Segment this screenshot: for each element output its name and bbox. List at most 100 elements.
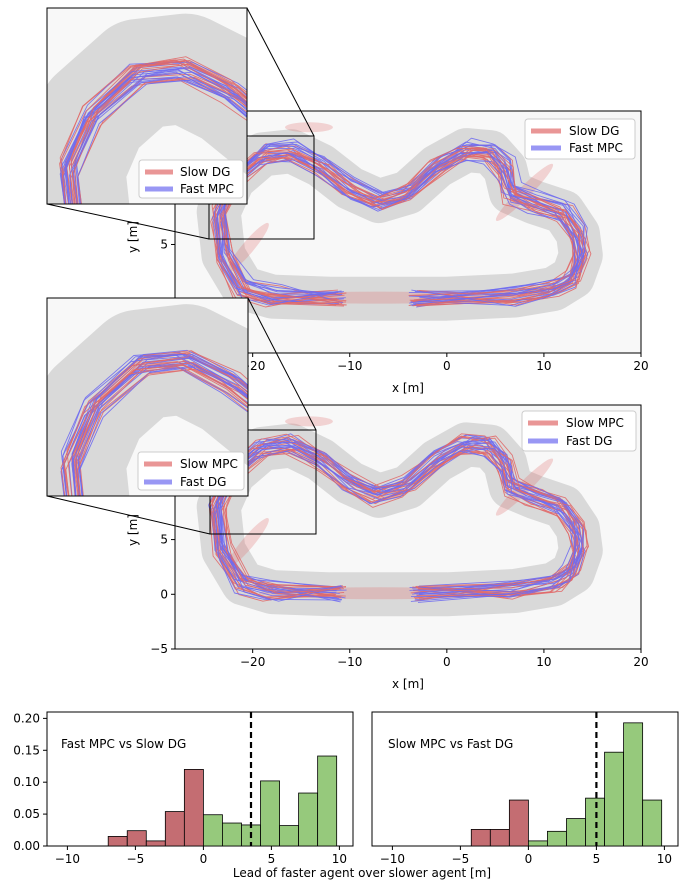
inset-trajectories bbox=[47, 13, 247, 204]
y-tick-label: 0.00 bbox=[13, 839, 40, 853]
inset-trajectory-line bbox=[77, 368, 248, 496]
inset-trajectory-line bbox=[79, 365, 248, 496]
x-tick-label: 10 bbox=[657, 852, 672, 866]
axes: −10 −5 0 5 10 bbox=[380, 846, 672, 866]
hazard-zone bbox=[284, 416, 333, 427]
inset-frame bbox=[46, 7, 248, 205]
y-tick-label: 5 bbox=[160, 237, 168, 251]
inset-zoom: Slow MPC Fast DG bbox=[46, 297, 249, 497]
inset-trajectory-line bbox=[72, 349, 248, 496]
inset-frame bbox=[46, 297, 249, 497]
histogram-bar bbox=[470, 829, 491, 847]
trajectory-line bbox=[214, 150, 580, 306]
x-tick-label: 0 bbox=[443, 359, 451, 373]
zoom-connector bbox=[246, 7, 315, 137]
x-tick-label: 10 bbox=[536, 359, 551, 373]
legend-label: Slow MPC bbox=[180, 457, 238, 471]
zoom-connector bbox=[247, 297, 317, 431]
trajectory-line bbox=[223, 153, 583, 306]
inset-trajectory-line bbox=[60, 366, 248, 496]
trajectory-line bbox=[223, 141, 586, 296]
histogram-bar bbox=[623, 722, 644, 847]
histogram-bar bbox=[183, 769, 204, 847]
x-tick-label: 0 bbox=[443, 655, 451, 669]
inset-trajectory-line bbox=[75, 355, 248, 496]
inset-trajectory-line bbox=[59, 63, 247, 204]
inset-trajectory-line bbox=[72, 71, 247, 204]
histogram-bar bbox=[585, 797, 605, 847]
trajectory-line bbox=[219, 436, 585, 595]
trajectory-line bbox=[220, 152, 588, 306]
histogram-title: Fast MPC vs Slow DG bbox=[61, 737, 186, 751]
axes: −10 −5 0 5 10 0.00 0.05 0.10 0.15 0.20 bbox=[13, 711, 347, 866]
inset-trajectory-line bbox=[74, 60, 247, 204]
histogram-bar bbox=[604, 751, 624, 847]
inset-trajectory-line bbox=[78, 362, 248, 496]
inset-trajectory-line bbox=[60, 365, 248, 496]
legend-label: Fast DG bbox=[180, 475, 226, 489]
histogram-bar bbox=[528, 840, 548, 847]
trajectory-line bbox=[212, 445, 577, 600]
inset-trajectory-line bbox=[68, 63, 247, 204]
hazard-zone bbox=[226, 222, 269, 273]
inset-trajectory-line bbox=[64, 70, 247, 204]
inset-trajectory-line bbox=[77, 357, 248, 496]
y-tick-label: −5 bbox=[150, 642, 168, 656]
inset-trajectory-line bbox=[75, 357, 248, 496]
histogram-bar bbox=[260, 780, 280, 847]
histogram-right: −10 −5 0 5 10 Slow MPC vs Fast DG bbox=[371, 711, 679, 866]
inset-trajectory-line bbox=[60, 60, 247, 204]
inset-trajectory-line bbox=[61, 61, 247, 204]
trajectory-line bbox=[214, 450, 576, 601]
shared-x-axis-label: Lead of faster agent over slower agent [… bbox=[233, 866, 491, 880]
trajectory-panel-1: −20−1001020510 x [m] y [m] Slow DG Fast … bbox=[46, 7, 649, 395]
trajectory-line bbox=[213, 151, 576, 303]
inset-trajectory-line bbox=[70, 56, 247, 204]
x-tick-label: 10 bbox=[332, 852, 347, 866]
y-tick-label: 0 bbox=[160, 587, 168, 601]
zoom-connector bbox=[46, 495, 211, 535]
legend-label: Fast DG bbox=[566, 434, 612, 448]
legend: Slow MPC Fast DG bbox=[521, 410, 637, 452]
inset-trajectory-line bbox=[71, 353, 248, 496]
histogram-bar bbox=[489, 829, 510, 847]
legend-label: Slow DG bbox=[180, 165, 230, 179]
trajectory-line bbox=[215, 159, 579, 307]
trajectory-panel-2: −20 −10 0 10 20 −5 0 5 10 x [m] y [m] Slow MPC F… bbox=[46, 297, 649, 691]
bars bbox=[470, 712, 663, 847]
x-tick-label: −10 bbox=[380, 852, 405, 866]
histogram-bar bbox=[145, 840, 166, 847]
histogram-bar bbox=[508, 799, 529, 847]
histogram-bar bbox=[317, 755, 338, 847]
x-tick-label: −20 bbox=[240, 655, 265, 669]
histogram-bar bbox=[164, 811, 185, 847]
y-axis-label: y [m] bbox=[126, 514, 140, 546]
histogram-bar bbox=[126, 830, 147, 847]
y-tick-label: 5 bbox=[160, 533, 168, 547]
histogram-bar bbox=[566, 818, 586, 847]
x-tick-label: −10 bbox=[337, 655, 362, 669]
y-tick-label: 0.10 bbox=[13, 775, 40, 789]
histogram-bar bbox=[279, 825, 299, 847]
y-tick-label: 0.20 bbox=[13, 711, 40, 725]
histogram-bar bbox=[222, 822, 242, 847]
histogram-bar bbox=[107, 836, 128, 847]
inset-trajectory-line bbox=[71, 364, 248, 496]
inset-trajectory-line bbox=[60, 352, 248, 496]
inset-trajectory-line bbox=[65, 66, 247, 204]
histogram-bar bbox=[547, 830, 567, 847]
x-tick-label: −5 bbox=[452, 852, 470, 866]
inset-trajectory-line bbox=[71, 64, 247, 204]
inset-trajectories bbox=[47, 304, 248, 496]
x-axis-label: x [m] bbox=[392, 677, 424, 691]
inset-trajectory-line bbox=[62, 353, 248, 496]
y-tick-label: 0.05 bbox=[13, 807, 40, 821]
histogram-title: Slow MPC vs Fast DG bbox=[388, 737, 513, 751]
trajectories bbox=[210, 137, 592, 308]
histogram-bar bbox=[202, 814, 223, 847]
legend-label: Slow DG bbox=[569, 124, 619, 138]
inset-trajectory-line bbox=[63, 364, 248, 496]
legend: Slow DG Fast MPC bbox=[524, 118, 636, 160]
inset-trajectory-line bbox=[77, 79, 247, 204]
histogram-bar bbox=[298, 792, 319, 847]
